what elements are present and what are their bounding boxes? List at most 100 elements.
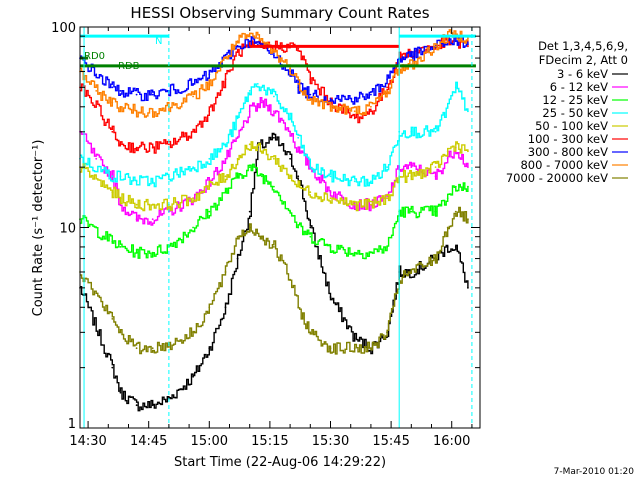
- data-point-50-100-kev-12: [273, 157, 275, 160]
- data-point-300-800-kev-11: [248, 40, 251, 43]
- data-point-100-300-kev-5: [151, 146, 154, 149]
- data-point-3-6-kev-10: [248, 210, 251, 213]
- data-point-7000-20000-kev-25: [467, 218, 469, 221]
- data-point-800-7000-kev-4: [135, 110, 138, 113]
- data-point-7000-20000-kev-3: [135, 347, 138, 350]
- data-point-50-100-kev-7: [208, 185, 211, 188]
- legend-header-line-2: FDecim 2, Att 0: [539, 53, 628, 67]
- data-point-7000-20000-kev-19: [386, 331, 388, 334]
- data-point-25-50-kev-23: [446, 105, 449, 108]
- data-point-300-800-kev-15: [297, 86, 300, 89]
- data-point-50-100-kev-6: [192, 197, 195, 200]
- data-point-6-12-kev-24: [446, 157, 449, 160]
- data-point-300-800-kev-22: [410, 54, 413, 57]
- data-point-7000-20000-kev-4: [151, 347, 154, 350]
- series-50-100-kev: [79, 141, 469, 212]
- x-tick-label-16-00: 16:00: [433, 434, 470, 449]
- y-tick-label-10: 10: [59, 222, 76, 237]
- data-point-3-6-kev-24: [454, 246, 457, 248]
- data-point-25-50-kev-17: [353, 180, 356, 183]
- data-point-300-800-kev-16: [309, 93, 312, 96]
- data-point-25-50-kev-21: [410, 130, 413, 133]
- data-point-3-6-kev-6: [192, 375, 195, 378]
- legend-item-12-25-kev: 12 - 25 keV: [542, 93, 628, 107]
- data-point-50-100-kev-11: [260, 150, 263, 153]
- y-axis-label: Count Rate (s⁻¹ detector⁻¹): [31, 140, 46, 317]
- legend-item-6-12-kev: 6 - 12 keV: [550, 80, 628, 94]
- data-point-800-7000-kev-15: [297, 83, 300, 85]
- data-point-6-12-kev-14: [289, 130, 291, 133]
- data-point-50-100-kev-16: [329, 197, 332, 200]
- data-point-300-800-kev-8: [208, 73, 211, 76]
- data-point-50-100-kev-15: [309, 191, 312, 194]
- data-point-800-7000-kev-1: [95, 90, 98, 92]
- data-point-12-25-kev-14: [297, 226, 300, 229]
- data-point-3-6-kev-23: [446, 246, 449, 248]
- legend-item-300-800-kev: 300 - 800 keV: [528, 145, 628, 159]
- data-point-7000-20000-kev-1: [111, 318, 114, 320]
- data-point-100-300-kev-1: [95, 105, 98, 108]
- legend-label-800-7000-kev: 800 - 7000 keV: [520, 158, 608, 172]
- data-point-7000-20000-kev-2: [119, 331, 122, 334]
- axis-layer: 14:30 14:45 15:00 15:15 15:30 15:45 16:00 1 10 10…: [51, 21, 480, 449]
- flag-label-rdb: RDB: [118, 61, 140, 72]
- data-point-800-7000-kev-7: [192, 95, 195, 98]
- data-point-800-7000-kev-3: [119, 105, 122, 108]
- data-point-50-100-kev-19: [386, 197, 388, 200]
- data-point-7000-20000-kev-8: [224, 271, 227, 273]
- data-point-800-7000-kev-14: [289, 67, 291, 70]
- data-point-300-800-kev-4: [135, 93, 138, 96]
- data-point-800-7000-kev-23: [434, 45, 437, 48]
- series-line-800-7000-kev: [80, 29, 469, 118]
- data-point-50-100-kev-8: [224, 175, 227, 178]
- data-point-12-25-kev-15: [309, 235, 312, 238]
- data-point-100-300-kev-2: [111, 130, 114, 133]
- data-point-7000-20000-kev-23: [446, 226, 449, 229]
- data-point-800-7000-kev-17: [329, 105, 332, 108]
- data-point-7000-20000-kev-24: [454, 210, 457, 213]
- data-point-300-800-kev-10: [236, 45, 239, 48]
- data-point-7000-20000-kev-17: [353, 347, 356, 350]
- data-point-6-12-kev-1: [95, 157, 98, 160]
- data-point-100-300-kev-7: [192, 130, 195, 133]
- data-point-3-6-kev-15: [309, 226, 312, 229]
- data-point-12-25-kev-16: [329, 246, 332, 248]
- data-point-300-800-kev-25: [454, 40, 457, 43]
- series-line-3-6-kev: [80, 132, 469, 412]
- data-point-7000-20000-kev-22: [434, 257, 437, 260]
- data-point-12-25-kev-19: [386, 246, 388, 248]
- data-point-25-50-kev-13: [289, 117, 291, 120]
- data-point-100-300-kev-6: [168, 143, 170, 146]
- data-point-25-50-kev-6: [192, 166, 195, 169]
- y-tick-label-1: 1: [68, 417, 76, 432]
- data-point-3-6-kev-1: [111, 366, 114, 369]
- data-point-7000-20000-kev-18: [370, 347, 372, 350]
- legend-item-100-300-kev: 100 - 300 keV: [528, 132, 628, 146]
- data-point-25-50-kev-7: [208, 157, 211, 160]
- data-point-12-25-kev-21: [410, 210, 413, 213]
- data-point-800-7000-kev-18: [353, 110, 356, 113]
- data-point-100-300-kev-20: [386, 86, 388, 89]
- data-point-25-50-kev-18: [370, 180, 372, 183]
- data-point-25-50-kev-14: [297, 136, 300, 139]
- data-point-25-50-kev-8: [224, 143, 227, 146]
- series-line-12-25-kev: [80, 163, 469, 260]
- legend-label-6-12-kev: 6 - 12 keV: [550, 80, 608, 94]
- legend-label-7000-20000-kev: 7000 - 20000 keV: [506, 171, 608, 185]
- data-point-12-25-kev-22: [434, 210, 437, 213]
- data-point-12-25-kev-25: [467, 185, 469, 188]
- data-point-25-50-kev-9: [236, 117, 239, 120]
- data-point-25-50-kev-12: [273, 95, 275, 98]
- data-point-100-300-kev-19: [370, 110, 372, 113]
- data-point-6-12-kev-9: [224, 157, 227, 160]
- data-point-6-12-kev-17: [329, 191, 332, 194]
- legend-item-3-6-kev: 3 - 6 keV: [557, 67, 628, 81]
- data-point-300-800-kev-2: [111, 86, 114, 89]
- data-point-7000-20000-kev-13: [289, 278, 291, 281]
- y-tick-label-100: 100: [51, 21, 76, 36]
- data-point-50-100-kev-21: [410, 175, 413, 178]
- data-point-6-12-kev-3: [119, 203, 122, 206]
- flag-label-rd0: RD0: [84, 51, 105, 62]
